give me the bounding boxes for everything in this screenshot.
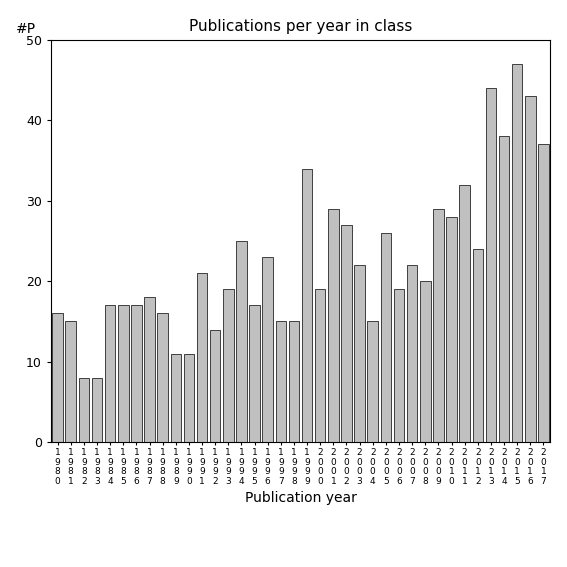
- Bar: [486, 88, 496, 442]
- Bar: [354, 265, 365, 442]
- Bar: [512, 64, 522, 442]
- Bar: [420, 281, 430, 442]
- Bar: [158, 314, 168, 442]
- Bar: [499, 136, 509, 442]
- Bar: [538, 145, 549, 442]
- Bar: [341, 225, 352, 442]
- Bar: [131, 306, 142, 442]
- Bar: [302, 168, 312, 442]
- Bar: [525, 96, 536, 442]
- Bar: [367, 321, 378, 442]
- Bar: [171, 354, 181, 442]
- Bar: [249, 306, 260, 442]
- Bar: [79, 378, 89, 442]
- Bar: [276, 321, 286, 442]
- Bar: [407, 265, 417, 442]
- Bar: [52, 314, 63, 442]
- Bar: [184, 354, 194, 442]
- Bar: [65, 321, 76, 442]
- Bar: [393, 289, 404, 442]
- Bar: [446, 217, 457, 442]
- Title: Publications per year in class: Publications per year in class: [189, 19, 412, 35]
- Bar: [210, 329, 221, 442]
- Bar: [236, 241, 247, 442]
- Bar: [118, 306, 129, 442]
- Bar: [472, 249, 483, 442]
- Bar: [315, 289, 325, 442]
- X-axis label: Publication year: Publication year: [244, 492, 357, 505]
- Bar: [328, 209, 338, 442]
- Bar: [380, 233, 391, 442]
- Bar: [433, 209, 443, 442]
- Bar: [105, 306, 115, 442]
- Bar: [263, 257, 273, 442]
- Bar: [289, 321, 299, 442]
- Bar: [144, 297, 155, 442]
- Bar: [197, 273, 208, 442]
- Bar: [92, 378, 102, 442]
- Bar: [223, 289, 234, 442]
- Bar: [459, 185, 470, 442]
- Text: #P: #P: [16, 22, 36, 36]
